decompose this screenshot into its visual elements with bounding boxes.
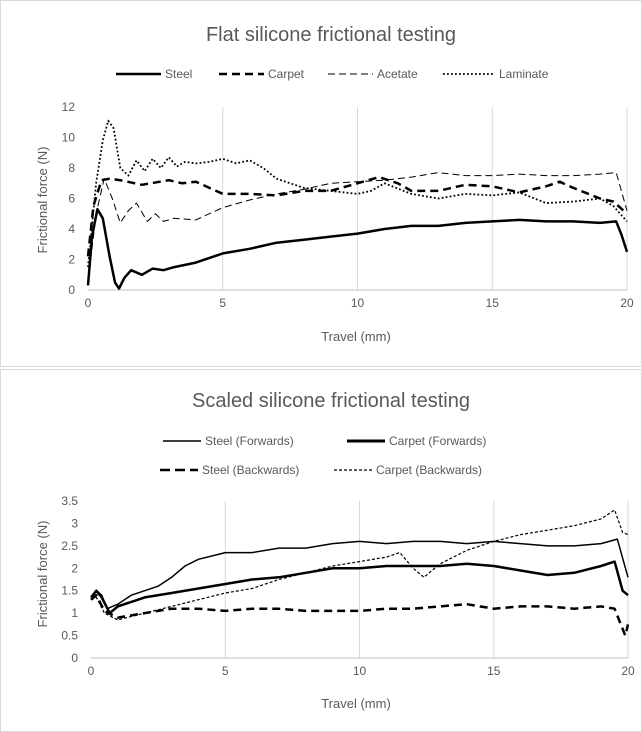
- x-tick-label: 20: [620, 296, 634, 310]
- plot-area: 0 5 10 15 20 0 0.5 1 1.5 2 2.5 3 3.5: [61, 494, 635, 678]
- legend: Steel (Forwards) Carpet (Forwards) Steel…: [160, 434, 486, 477]
- legend-label: Carpet: [268, 67, 305, 81]
- legend-label: Steel (Backwards): [202, 463, 299, 477]
- y-axis-label: Frictional force (N): [35, 521, 50, 628]
- y-tick-label: 2: [68, 253, 75, 267]
- y-tick-label: 3: [71, 516, 78, 530]
- x-axis-label: Travel (mm): [321, 696, 391, 711]
- legend-item-carpet-forwards: Carpet (Forwards): [347, 434, 486, 448]
- y-tick-label: 1: [71, 606, 78, 620]
- y-tick-label: 10: [62, 131, 76, 145]
- legend-item-steel: Steel: [116, 67, 192, 81]
- x-tick-label: 20: [621, 664, 635, 678]
- series-line-carpet: [86, 175, 628, 257]
- y-axis-label: Frictional force (N): [35, 147, 50, 254]
- y-tick-label: 0: [71, 651, 78, 665]
- y-tick-label: 0.5: [61, 629, 78, 643]
- chart-title: Flat silicone frictional testing: [206, 24, 456, 46]
- y-tick-label: 4: [68, 222, 75, 236]
- series-line-carpet-forwards: [90, 560, 629, 615]
- y-tick-label: 0: [68, 283, 75, 297]
- y-tick-label: 1.5: [61, 584, 78, 598]
- chart-scaled-svg: Scaled silicone frictional testing Steel…: [35, 390, 635, 711]
- y-tick-label: 8: [68, 161, 75, 175]
- x-tick-label: 10: [353, 664, 367, 678]
- chart-panel-scaled: Scaled silicone frictional testing Steel…: [0, 369, 642, 732]
- legend: Steel Carpet Acetate Laminate: [116, 67, 549, 81]
- x-tick-label: 15: [486, 296, 500, 310]
- legend-item-steel-backwards: Steel (Backwards): [160, 463, 299, 477]
- chart-panel-flat: Flat silicone frictional testing Steel C…: [0, 0, 642, 367]
- x-tick-label: 5: [219, 296, 226, 310]
- legend-label: Acetate: [377, 67, 418, 81]
- x-tick-label: 0: [88, 664, 95, 678]
- x-axis-label: Travel (mm): [321, 329, 391, 344]
- chart-title: Scaled silicone frictional testing: [192, 390, 470, 412]
- legend-label: Steel: [165, 67, 192, 81]
- x-tick-label: 0: [85, 296, 92, 310]
- legend-item-carpet-backwards: Carpet (Backwards): [334, 463, 482, 477]
- legend-item-acetate: Acetate: [328, 67, 418, 81]
- y-tick-label: 2: [71, 561, 78, 575]
- x-tick-label: 10: [351, 296, 365, 310]
- legend-item-steel-forwards: Steel (Forwards): [163, 434, 294, 448]
- legend-item-laminate: Laminate: [443, 67, 549, 81]
- plot-area: 0 5 10 15 20 0 2 4 6 8 10 12: [62, 100, 634, 310]
- series-line-carpet-backwards: [90, 509, 629, 621]
- legend-label: Steel (Forwards): [205, 434, 294, 448]
- legend-label: Carpet (Backwards): [376, 463, 482, 477]
- legend-label: Laminate: [499, 67, 549, 81]
- x-tick-label: 5: [222, 664, 229, 678]
- y-tick-label: 3.5: [61, 494, 78, 508]
- y-tick-label: 12: [62, 100, 76, 114]
- series-line-steel: [86, 207, 629, 290]
- chart-flat-svg: Flat silicone frictional testing Steel C…: [35, 24, 634, 344]
- legend-label: Carpet (Forwards): [389, 434, 486, 448]
- y-tick-label: 6: [68, 192, 75, 206]
- series-line-laminate: [87, 119, 628, 268]
- legend-item-carpet: Carpet: [219, 67, 305, 81]
- x-tick-label: 15: [487, 664, 501, 678]
- y-tick-label: 2.5: [61, 539, 78, 553]
- series-line-steel-forwards: [90, 538, 629, 610]
